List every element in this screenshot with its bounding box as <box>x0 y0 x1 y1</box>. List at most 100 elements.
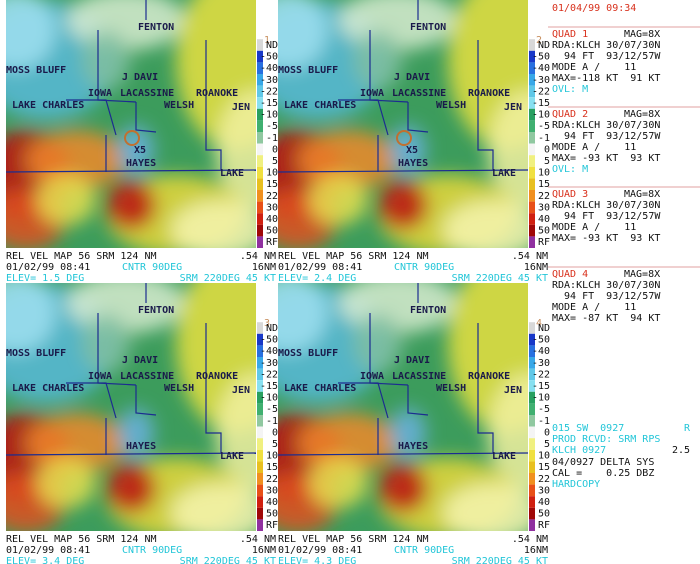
status-system: 04/0927 DELTA SYS <box>552 457 654 468</box>
elevation: ELEV= 1.5 DEG <box>6 273 84 284</box>
scale-swatch <box>529 132 535 144</box>
boundary <box>205 40 222 170</box>
scale-swatch <box>529 108 535 121</box>
scale-label: -10 <box>260 110 278 121</box>
scale-swatch <box>257 50 263 63</box>
scale-label: -50 <box>532 335 550 346</box>
center: CNTR 90DEG <box>394 262 454 273</box>
echo-blob <box>118 125 154 175</box>
boundary <box>338 382 389 419</box>
scale-label: 50 <box>266 226 278 237</box>
scale-swatch <box>257 97 263 109</box>
scale-label: 22 <box>266 191 278 202</box>
place-label: WELSH <box>164 383 194 394</box>
place-label: WELSH <box>436 100 466 111</box>
scale-label: 22 <box>538 191 550 202</box>
place-label: WELSH <box>436 383 466 394</box>
scale-label: -22 <box>532 86 550 97</box>
scale-label: -10 <box>260 393 278 404</box>
echo-blob <box>308 175 368 225</box>
scale-label: 5 <box>544 439 550 450</box>
status-site: KLCH 0927 <box>552 445 606 456</box>
scale-label: 40 <box>538 497 550 508</box>
place-label: LAKE CHARLES <box>284 383 356 394</box>
scale-label: 40 <box>538 214 550 225</box>
echo <box>6 0 256 248</box>
quadrant: FENTON MOSS BLUFF J DAVI IOWA LACASSINE ROANO… <box>278 0 550 284</box>
echo-blob <box>216 373 256 493</box>
info-line: 94 FT 93/12/57W <box>552 131 661 142</box>
scale-swatch <box>529 345 535 357</box>
boundary <box>477 40 494 170</box>
scale-swatch <box>529 97 535 109</box>
scale-label: -50 <box>260 52 278 63</box>
scale-swatch <box>529 391 535 404</box>
scale-label: 15 <box>538 462 550 473</box>
scale-label: -22 <box>260 369 278 380</box>
scale-swatch <box>529 74 535 86</box>
info-line: RDA:KLCH 30/07/30N <box>552 120 660 131</box>
scale-label: 15 <box>266 462 278 473</box>
scale-swatch <box>529 484 535 497</box>
place-label: IOWA <box>360 371 384 382</box>
scale-swatch <box>529 201 535 214</box>
scale-label: -10 <box>532 393 550 404</box>
boundary <box>205 323 222 453</box>
scale-swatch <box>529 496 535 508</box>
quadrant: FENTON MOSS BLUFF J DAVI IOWA LACASSINE ROANO… <box>6 0 278 284</box>
scale-label: -1 <box>266 416 278 427</box>
scale-swatch <box>529 357 535 369</box>
scale-swatch <box>257 403 263 415</box>
scale-swatch <box>257 357 263 369</box>
scale-label: -30 <box>260 358 278 369</box>
place-label: MOSS BLUFF <box>6 65 66 76</box>
scale-swatch <box>257 120 263 132</box>
quad-number: 2 <box>536 35 542 46</box>
scale-label: RF <box>538 237 550 248</box>
scale-label: RF <box>266 237 278 248</box>
quad-heading: QUAD 1 <box>552 29 588 40</box>
quad-number: 4 <box>536 318 542 329</box>
boundary <box>278 452 528 456</box>
scale-label: -10 <box>532 110 550 121</box>
scale-swatch <box>529 224 535 237</box>
echo-blob <box>106 463 156 513</box>
place-label: LAKE <box>220 168 244 179</box>
scale-label: -50 <box>260 335 278 346</box>
scale-swatch <box>257 426 263 439</box>
range: 16NM <box>524 545 548 556</box>
boundary <box>66 382 117 419</box>
info-line: 94 FT 93/12/57W <box>552 211 661 222</box>
place-label: ROANOKE <box>196 371 238 382</box>
scale-label: 30 <box>266 485 278 496</box>
quad-number: 3 <box>264 318 270 329</box>
echo <box>278 0 528 248</box>
scale-swatch <box>529 322 535 334</box>
scale-label: 50 <box>538 226 550 237</box>
date: 01/02/99 08:41 <box>278 262 362 273</box>
scale-swatch <box>529 178 535 190</box>
scale-label: 10 <box>538 451 550 462</box>
scale-label: -15 <box>532 98 550 109</box>
scale-swatch <box>257 190 263 202</box>
scale-swatch <box>257 236 263 248</box>
echo-blob <box>171 200 256 248</box>
boundary <box>66 99 117 136</box>
place-label: LAKE <box>492 168 516 179</box>
scale-label: -30 <box>260 75 278 86</box>
boundary <box>135 385 157 416</box>
place-label: LAKE CHARLES <box>12 100 84 111</box>
quad-number: 1 <box>264 35 270 46</box>
echo-blob <box>443 483 528 531</box>
scale-swatch <box>257 39 263 51</box>
resolution: .54 NM <box>512 251 548 262</box>
place-label: ROANOKE <box>196 88 238 99</box>
storm-motion: SRM 220DEG 45 KT <box>180 273 276 284</box>
place-label: LAKE <box>220 451 244 462</box>
echo-blob <box>6 0 56 70</box>
place-label: J DAVI <box>394 72 430 83</box>
scale-label: -30 <box>532 75 550 86</box>
place-label: J DAVI <box>394 355 430 366</box>
place-label: JEN <box>232 102 250 113</box>
place-label: LACASSINE <box>392 371 446 382</box>
